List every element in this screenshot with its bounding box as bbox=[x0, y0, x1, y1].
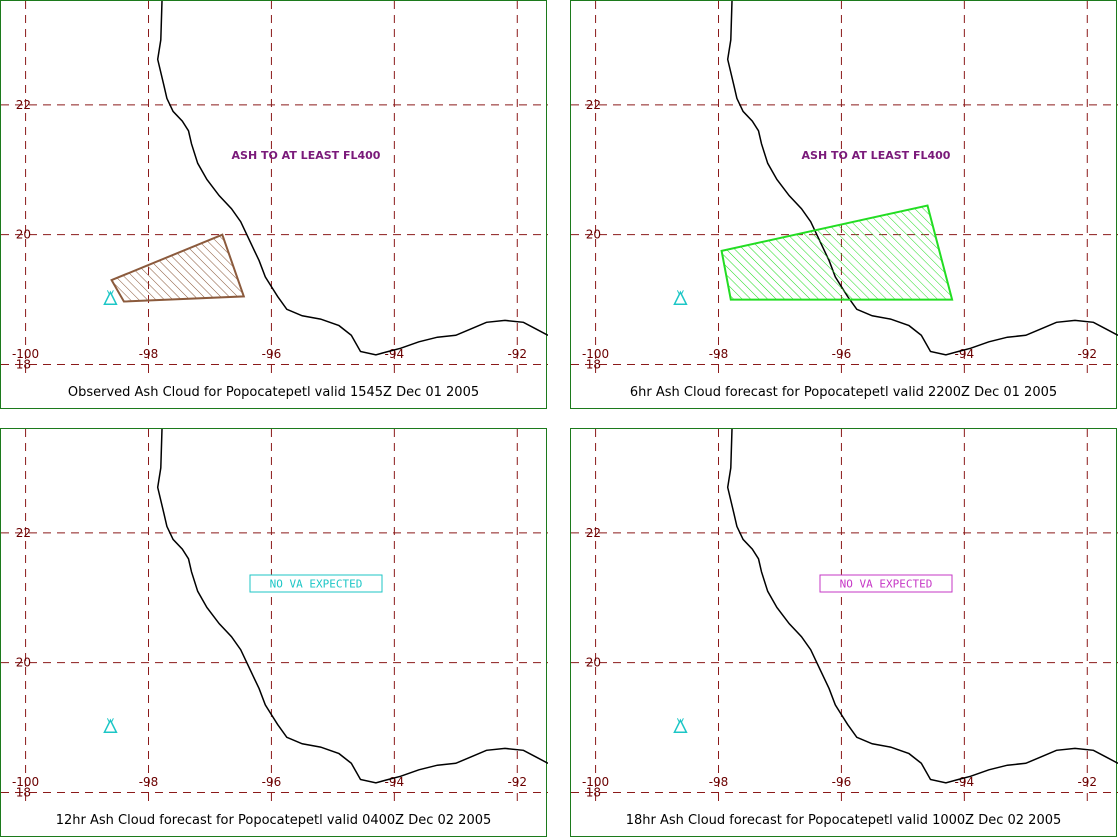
lon-tick-label: -92 bbox=[507, 775, 527, 789]
volcano-triangle-icon bbox=[673, 718, 688, 734]
lon-tick-label: -100 bbox=[582, 775, 609, 789]
lat-tick-label: 18 bbox=[586, 358, 601, 372]
lon-tick-label: -100 bbox=[582, 347, 609, 361]
volcano-triangle-icon bbox=[103, 290, 118, 306]
lat-tick-label: 22 bbox=[16, 98, 31, 112]
ash-cloud-polygon bbox=[110, 233, 246, 303]
ash-cloud-polygon bbox=[720, 204, 954, 301]
panel-caption: 12hr Ash Cloud forecast for Popocatepetl… bbox=[55, 813, 492, 828]
lat-tick-label: 20 bbox=[16, 228, 31, 242]
map-panel-18hr: -100 -98 -96 -94 -92 22 20 18 NO VA EXPECTED 18h… bbox=[570, 428, 1118, 837]
lat-tick-label: 22 bbox=[586, 526, 601, 540]
lon-tick-label: -94 bbox=[955, 347, 975, 361]
panel-caption: 18hr Ash Cloud forecast for Popocatepetl… bbox=[625, 813, 1062, 828]
lon-tick-label: -98 bbox=[709, 347, 729, 361]
lat-tick-label: 22 bbox=[586, 98, 601, 112]
lon-tick-label: -94 bbox=[385, 775, 405, 789]
lon-tick-label: -96 bbox=[262, 775, 282, 789]
ash-height-note: ASH TO AT LEAST FL400 bbox=[232, 149, 381, 162]
coastline bbox=[726, 1, 1118, 356]
lat-tick-label: 18 bbox=[16, 786, 31, 800]
lat-tick-label: 20 bbox=[586, 228, 601, 242]
lon-tick-label: -96 bbox=[262, 347, 282, 361]
lon-tick-label: -98 bbox=[139, 347, 159, 361]
coastline bbox=[726, 429, 1118, 784]
lon-tick-label: -100 bbox=[12, 347, 39, 361]
no-va-expected-label: NO VA EXPECTED bbox=[270, 578, 363, 591]
lon-tick-label: -94 bbox=[385, 347, 405, 361]
lon-tick-label: -92 bbox=[507, 347, 527, 361]
no-va-expected-label: NO VA EXPECTED bbox=[840, 578, 933, 591]
coastline bbox=[156, 1, 548, 356]
ash-height-note: ASH TO AT LEAST FL400 bbox=[802, 149, 951, 162]
lat-tick-label: 18 bbox=[16, 358, 31, 372]
ash-map-1: -100 -98 -96 -94 -92 22 20 18 ASH TO AT LEAST FL… bbox=[571, 1, 1118, 375]
lat-tick-label: 18 bbox=[586, 786, 601, 800]
lon-tick-label: -94 bbox=[955, 775, 975, 789]
volcano-triangle-icon bbox=[673, 290, 688, 306]
lon-tick-label: -96 bbox=[832, 347, 852, 361]
panel-caption: Observed Ash Cloud for Popocatepetl vali… bbox=[67, 385, 480, 400]
lat-tick-label: 20 bbox=[16, 656, 31, 670]
lon-tick-label: -100 bbox=[12, 775, 39, 789]
lon-tick-label: -92 bbox=[1077, 347, 1097, 361]
ash-map-0: -100 -98 -96 -94 -92 22 20 18 ASH TO AT LEAST FL… bbox=[1, 1, 548, 375]
panel-caption: 6hr Ash Cloud forecast for Popocatepetl … bbox=[629, 385, 1058, 400]
lat-tick-label: 22 bbox=[16, 526, 31, 540]
map-panel-6hr: -100 -98 -96 -94 -92 22 20 18 ASH TO AT LEAST FL… bbox=[570, 0, 1118, 409]
lon-tick-label: -92 bbox=[1077, 775, 1097, 789]
ash-map-2: -100 -98 -96 -94 -92 22 20 18 NO VA EXPECTED bbox=[1, 429, 548, 803]
lat-tick-label: 20 bbox=[586, 656, 601, 670]
coastline bbox=[156, 429, 548, 784]
no-va-expected-box: NO VA EXPECTED bbox=[249, 574, 383, 593]
ash-map-3: -100 -98 -96 -94 -92 22 20 18 NO VA EXPECTED bbox=[571, 429, 1118, 803]
volcano-triangle-icon bbox=[103, 718, 118, 734]
no-va-expected-box: NO VA EXPECTED bbox=[819, 574, 953, 593]
map-panel-observed: -100 -98 -96 -94 -92 22 20 18 ASH TO AT LEAST FL… bbox=[0, 0, 548, 409]
lon-tick-label: -98 bbox=[139, 775, 159, 789]
map-panel-12hr: -100 -98 -96 -94 -92 22 20 18 NO VA EXPECTED 12h… bbox=[0, 428, 548, 837]
lon-tick-label: -96 bbox=[832, 775, 852, 789]
lon-tick-label: -98 bbox=[709, 775, 729, 789]
